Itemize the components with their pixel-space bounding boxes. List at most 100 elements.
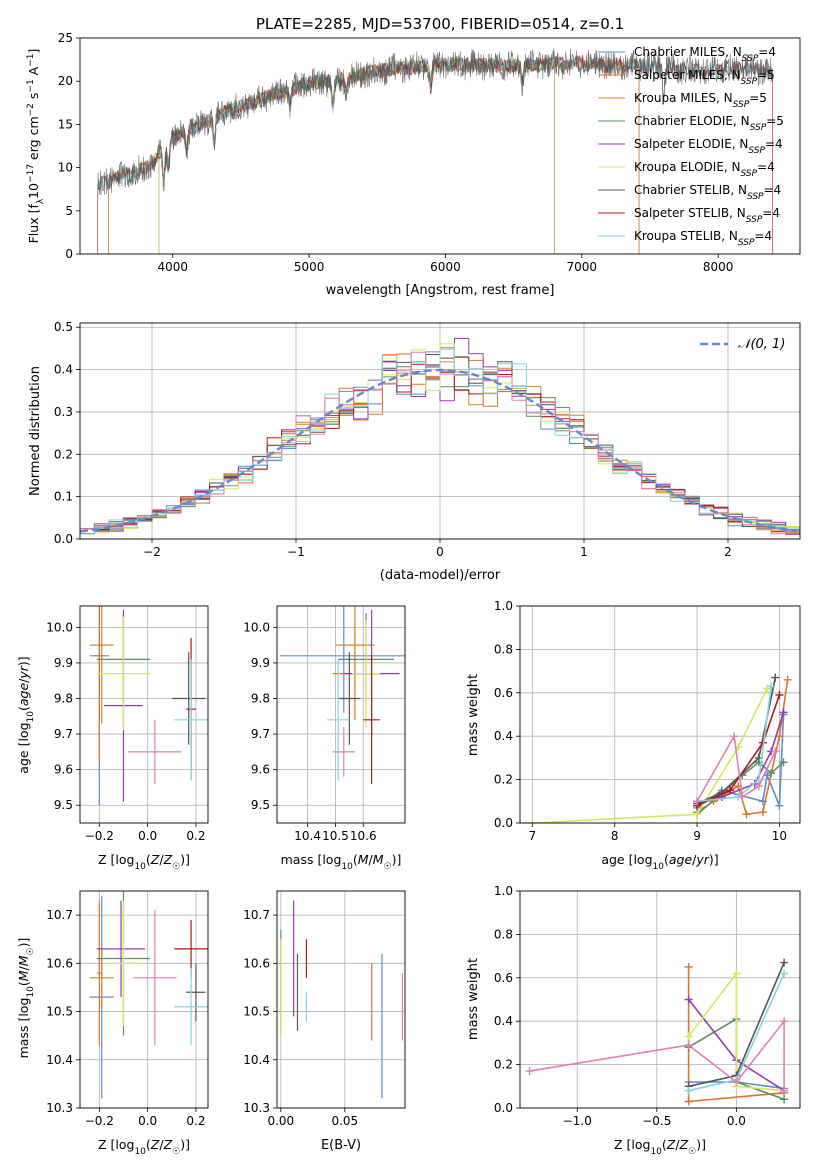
y-tick-label: 15 bbox=[58, 117, 73, 131]
y-tick-label: 0.0 bbox=[494, 816, 513, 830]
y-tick-label: 0.5 bbox=[54, 320, 73, 334]
plot-area-age_vs_mass bbox=[279, 606, 405, 784]
y-tick-label: 25 bbox=[58, 31, 73, 45]
weight-line bbox=[696, 694, 781, 807]
x-tick-label: 8000 bbox=[703, 260, 734, 274]
panel-residuals: −2 −1 0 1 2 0.0 0.1 0.2 0.3 0.4 0.5 bbox=[54, 320, 801, 559]
weight-marker bbox=[767, 682, 776, 691]
x-axis-label: (data-model)/error bbox=[380, 568, 501, 583]
y-tick-label: 0.4 bbox=[494, 729, 513, 743]
weight-marker bbox=[730, 732, 739, 741]
panel-mass_vs_ebv: 0.00 0.05 10.3 10.4 10.5 10.6 10.7 bbox=[243, 890, 406, 1128]
x-tick-label: 0 bbox=[436, 545, 444, 559]
plot-area-weight_vs_Z bbox=[525, 958, 789, 1106]
x-tick-label: −0.2 bbox=[85, 829, 114, 843]
plot-area-residuals bbox=[80, 337, 800, 535]
chart-title: PLATE=2285, MJD=53700, FIBERID=0514, z=0… bbox=[256, 15, 624, 33]
x-tick-label: 10.4 bbox=[294, 829, 321, 843]
y-tick-label: 0 bbox=[65, 247, 73, 261]
y-tick-label: 10.6 bbox=[243, 956, 270, 970]
spectrum-line bbox=[158, 57, 555, 254]
y-axis-label: mass weight bbox=[466, 958, 481, 1040]
y-tick-label: 0.1 bbox=[54, 490, 73, 504]
x-axis-label: mass [log10(M/M☉)] bbox=[281, 852, 402, 872]
y-tick-label: 10.6 bbox=[46, 956, 73, 970]
x-tick-label: 7 bbox=[529, 829, 537, 843]
legend-label: Kroupa STELIB, NSSP=4 bbox=[634, 229, 772, 248]
x-tick-label: 4000 bbox=[157, 260, 188, 274]
spectrum-line bbox=[97, 55, 774, 254]
weight-marker bbox=[775, 690, 784, 699]
y-tick-label: 1.0 bbox=[494, 884, 513, 898]
spectrum-line bbox=[108, 56, 640, 254]
y-axis-label: Flux [fλ10−17 erg cm−2 s−1 A−1] bbox=[26, 49, 46, 244]
panel-weight_vs_Z: −1.0 −0.5 0.0 0.0 0.2 0.4 0.6 0.8 1.0 bbox=[494, 884, 801, 1128]
y-tick-label: 0.8 bbox=[494, 927, 513, 941]
panel-spectrum: 4000 5000 6000 7000 8000 0 5 10 15 20 25 bbox=[58, 31, 801, 274]
weight-marker bbox=[780, 958, 789, 967]
y-tick-label: 0.6 bbox=[494, 971, 513, 985]
x-axis-label: age [log10(age/yr)] bbox=[601, 852, 718, 872]
y-tick-label: 10.4 bbox=[243, 1053, 270, 1067]
x-tick-label: −1 bbox=[287, 545, 305, 559]
weight-marker bbox=[684, 995, 693, 1004]
weight-line bbox=[532, 688, 768, 823]
y-tick-label: 1.0 bbox=[494, 599, 513, 613]
x-tick-label: −0.2 bbox=[85, 1114, 114, 1128]
y-tick-label: 0.4 bbox=[494, 1014, 513, 1028]
weight-marker bbox=[684, 1086, 693, 1095]
weight-marker bbox=[738, 792, 747, 801]
weight-marker bbox=[732, 1077, 741, 1086]
axes-frame bbox=[79, 37, 801, 255]
weight-marker bbox=[779, 758, 788, 767]
y-tick-label: 0.4 bbox=[54, 363, 73, 377]
spectrum-line bbox=[97, 48, 773, 197]
weight-marker bbox=[771, 747, 780, 756]
weight-marker bbox=[779, 708, 788, 717]
x-tick-label: 0.2 bbox=[186, 1114, 205, 1128]
panel-mass_vs_Z: −0.2 0.0 0.2 10.3 10.4 10.5 10.6 10.7 bbox=[46, 890, 209, 1128]
axes-frame bbox=[519, 890, 801, 1109]
x-tick-label: 0.05 bbox=[331, 1114, 358, 1128]
legend-label: Chabrier MILES, NSSP=4 bbox=[634, 45, 776, 64]
x-tick-label: 10.6 bbox=[350, 829, 377, 843]
weight-marker bbox=[780, 1095, 789, 1104]
y-axis-label: age [log10(age/yr)] bbox=[16, 656, 36, 773]
x-tick-label: 6000 bbox=[430, 260, 461, 274]
x-tick-label: 0.0 bbox=[727, 1114, 746, 1128]
y-tick-label: 0.6 bbox=[494, 686, 513, 700]
x-tick-label: −0.5 bbox=[642, 1114, 671, 1128]
y-tick-label: 0.8 bbox=[494, 642, 513, 656]
weight-marker bbox=[742, 810, 751, 819]
y-tick-label: 10.3 bbox=[243, 1101, 270, 1115]
y-axis-label: mass weight bbox=[466, 674, 481, 756]
y-tick-label: 9.9 bbox=[251, 656, 270, 670]
legend-label: 𝒩(0, 1) bbox=[738, 337, 785, 352]
axes-frame bbox=[276, 605, 406, 824]
y-tick-label: 5 bbox=[65, 204, 73, 218]
weight-marker bbox=[763, 684, 772, 693]
weight-marker bbox=[783, 675, 792, 684]
legend-label: Chabrier STELIB, NSSP=4 bbox=[634, 183, 781, 202]
axes-frame bbox=[79, 890, 209, 1109]
spectrum-line bbox=[158, 56, 555, 254]
x-axis-label: E(B-V) bbox=[321, 1138, 361, 1153]
weight-marker bbox=[684, 1041, 693, 1050]
weight-marker bbox=[767, 769, 776, 778]
weight-marker bbox=[726, 786, 734, 795]
x-axis-label: Z [log10(Z/Z☉)] bbox=[98, 1137, 190, 1157]
plot-area-weight_vs_age bbox=[528, 673, 792, 823]
y-tick-label: 0.2 bbox=[54, 447, 73, 461]
weight-line bbox=[696, 712, 785, 805]
weight-marker bbox=[758, 808, 767, 817]
weight-marker bbox=[528, 819, 537, 823]
weight-marker bbox=[693, 797, 702, 806]
y-tick-label: 10 bbox=[58, 161, 73, 175]
y-tick-label: 0.2 bbox=[494, 1058, 513, 1072]
weight-marker bbox=[684, 1032, 693, 1041]
weight-marker bbox=[525, 1067, 534, 1076]
x-axis-label: Z [log10(Z/Z☉)] bbox=[98, 852, 190, 872]
normal-curve bbox=[80, 368, 798, 533]
legend-label: Kroupa ELODIE, NSSP=4 bbox=[634, 160, 775, 179]
